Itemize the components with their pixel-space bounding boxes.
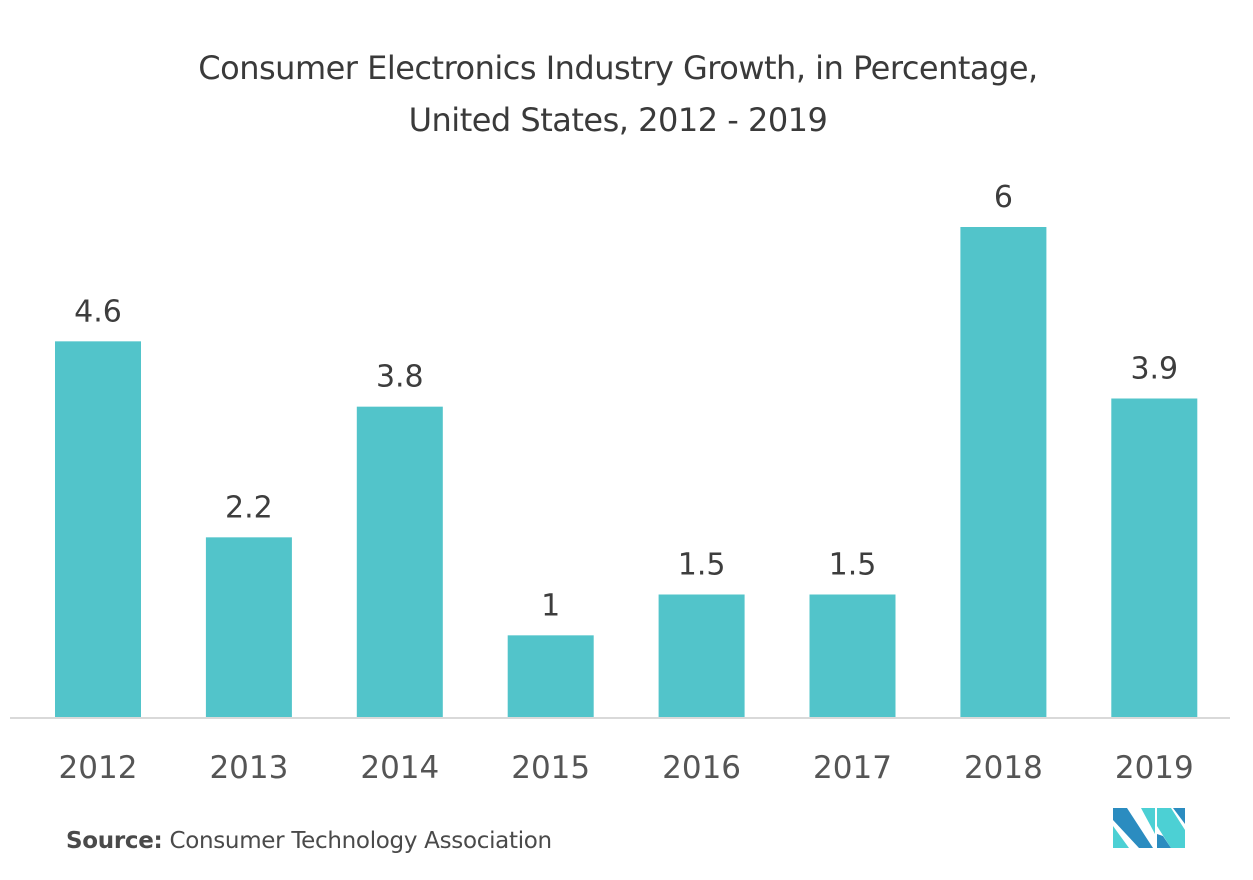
x-tick-label-2014: 2014 [360, 750, 439, 786]
data-label-2012: 4.6 [74, 294, 122, 329]
data-label-2015: 1 [541, 588, 560, 623]
x-tick-label-2013: 2013 [209, 750, 288, 786]
chart-title-line-1: Consumer Electronics Industry Growth, in… [198, 49, 1038, 87]
chart-title-line-2: United States, 2012 - 2019 [408, 101, 828, 139]
x-tick-label-2016: 2016 [662, 750, 741, 786]
source-label: Source: [66, 828, 163, 854]
source-note: Source: Consumer Technology Association [66, 828, 552, 854]
bar-2012 [55, 341, 141, 717]
bar-2013 [205, 537, 292, 717]
source-text: Consumer Technology Association [169, 828, 552, 854]
bar-2014 [356, 406, 443, 717]
data-label-2018: 6 [994, 180, 1013, 215]
bar-2016 [658, 594, 745, 717]
mordor-logo-icon [1113, 808, 1185, 848]
bar-2019 [1111, 398, 1198, 717]
chart-title: Consumer Electronics Industry Growth, in… [0, 42, 1236, 146]
bar-2017 [809, 594, 896, 717]
bar-2018 [960, 227, 1047, 717]
x-tick-label-2017: 2017 [813, 750, 892, 786]
x-tick-label-2018: 2018 [964, 750, 1043, 786]
bar-2015 [507, 635, 594, 717]
data-label-2013: 2.2 [225, 490, 273, 525]
data-label-2016: 1.5 [678, 548, 726, 583]
data-label-2017: 1.5 [829, 548, 877, 583]
x-tick-label-2012: 2012 [59, 750, 138, 786]
data-label-2019: 3.9 [1130, 352, 1178, 387]
data-label-2014: 3.8 [376, 360, 424, 395]
x-tick-label-2019: 2019 [1115, 750, 1194, 786]
x-tick-label-2015: 2015 [511, 750, 590, 786]
